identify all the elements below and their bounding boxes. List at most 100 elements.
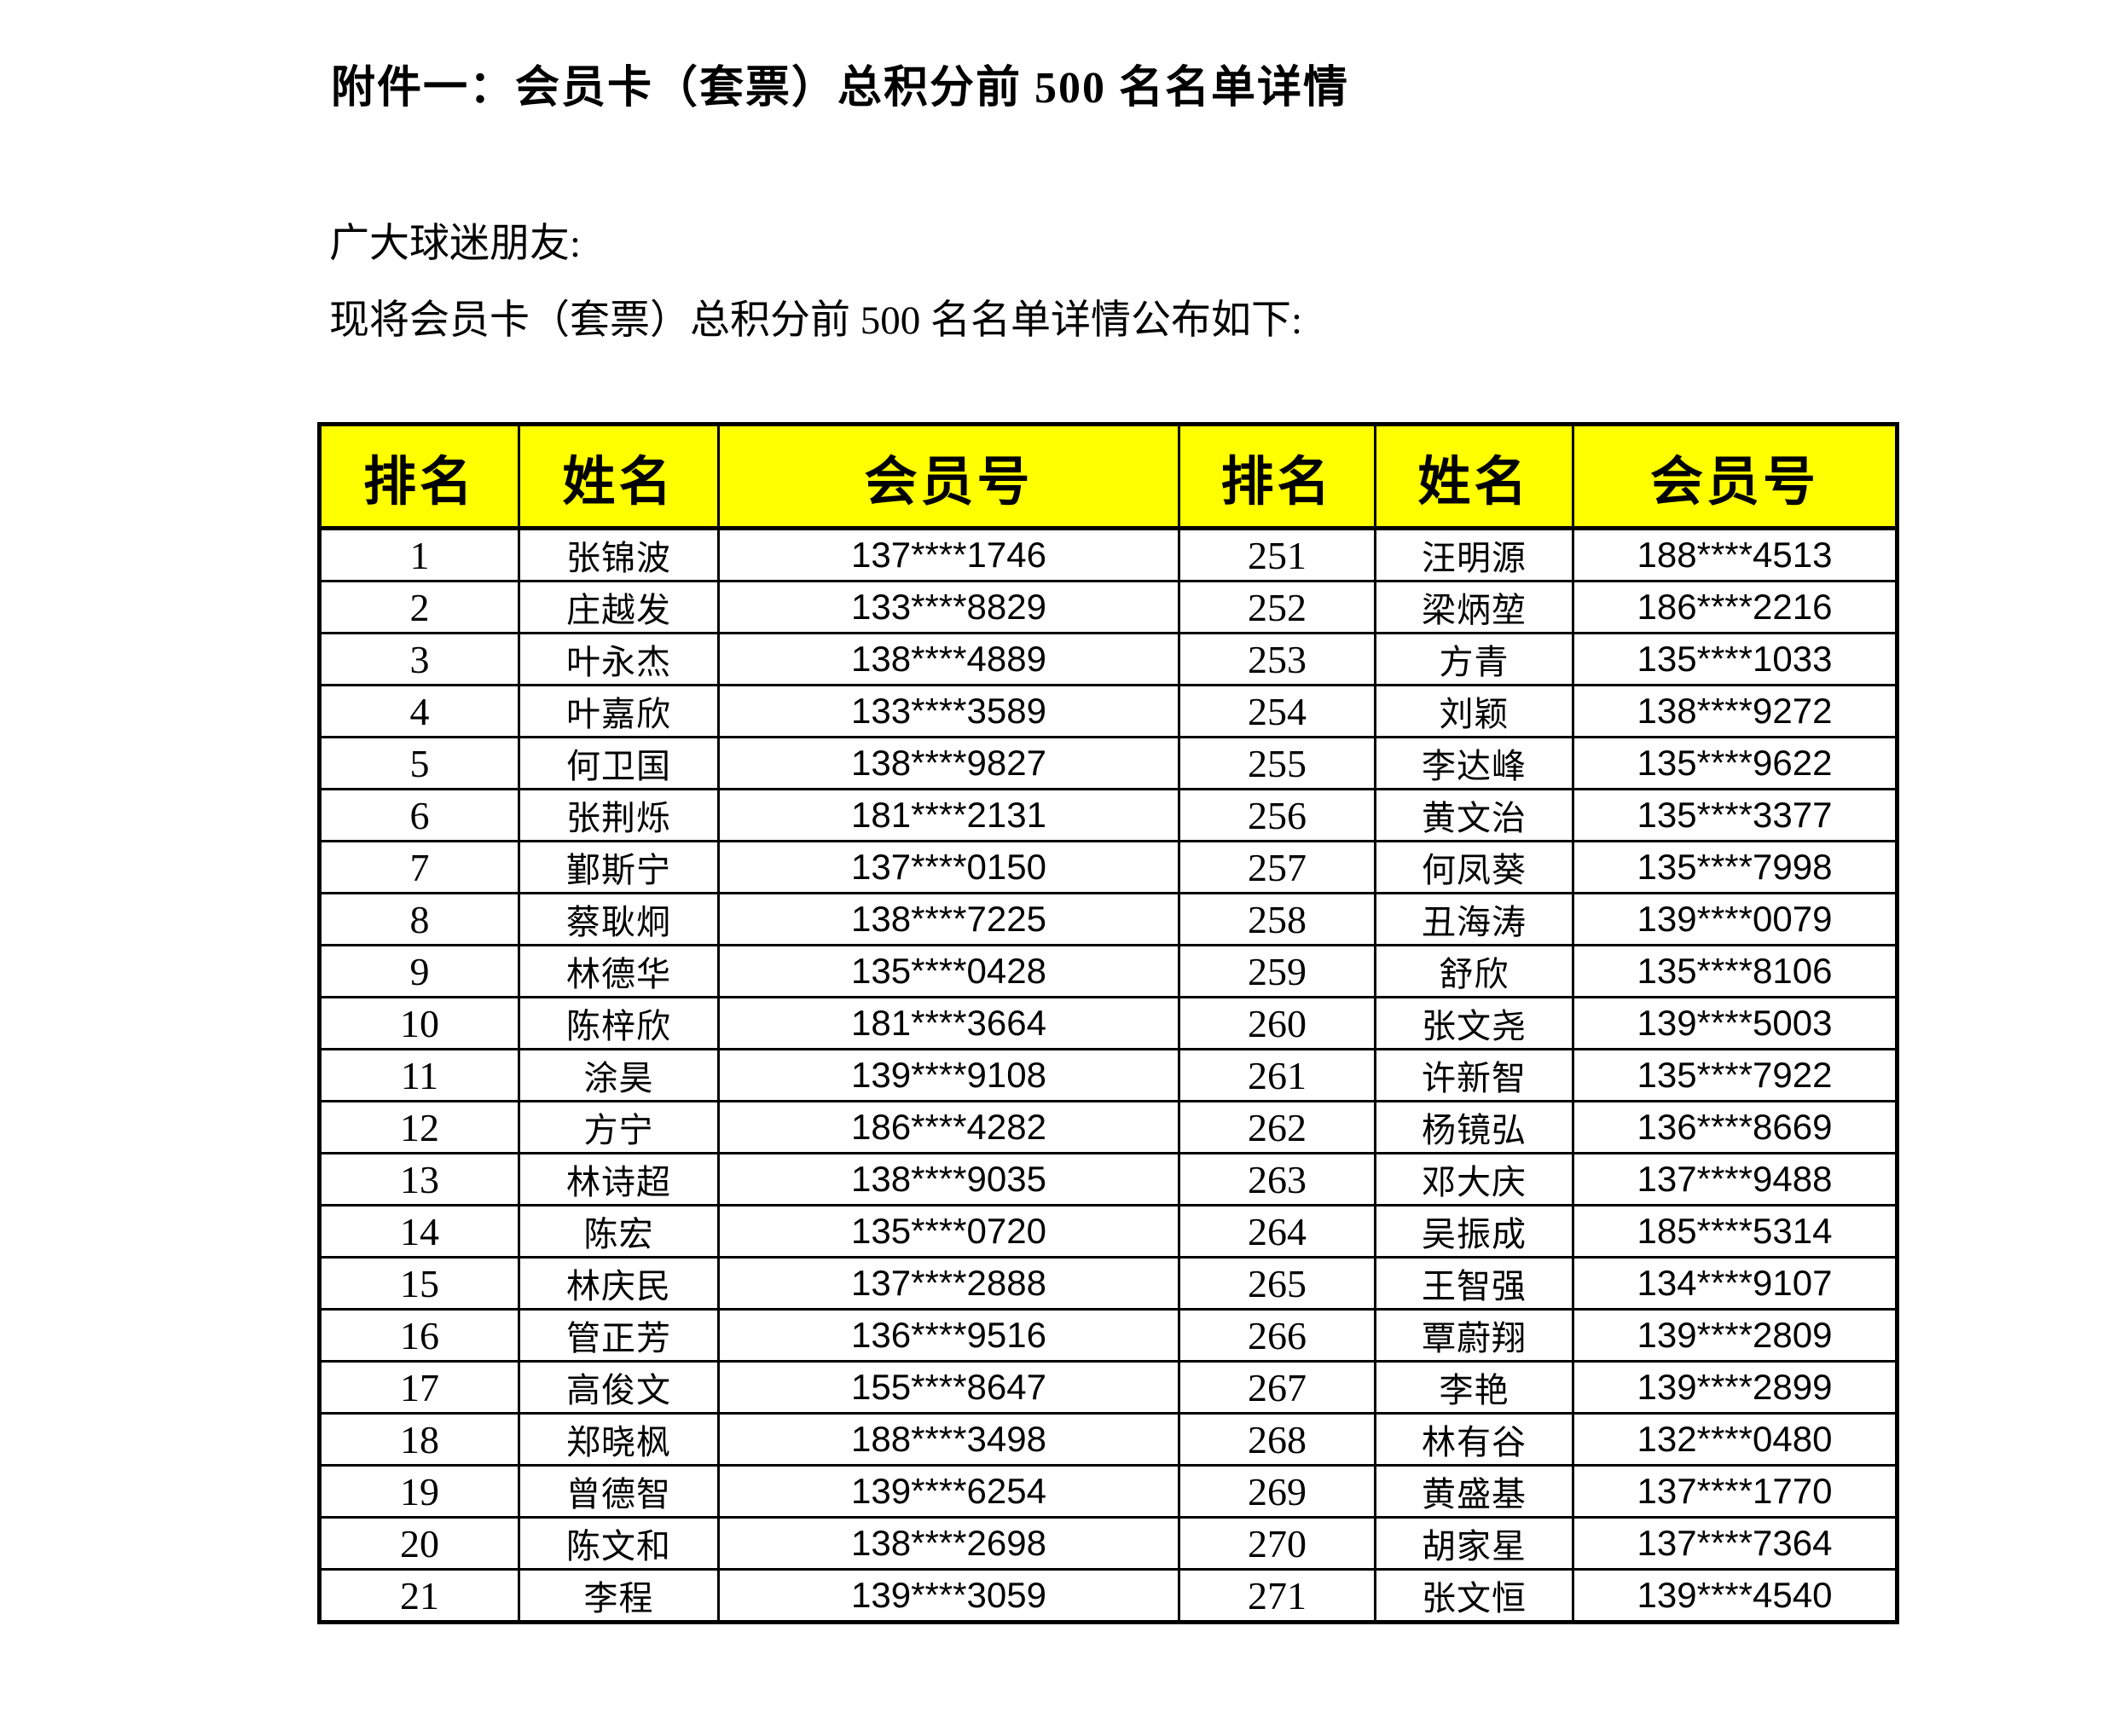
- header-name-left: 姓名: [518, 423, 720, 530]
- header-rank-left: 排名: [318, 423, 520, 530]
- member-no-cell: 139****4540: [1572, 1568, 1898, 1623]
- name-cell: 张文恒: [1374, 1568, 1574, 1623]
- name-cell: 管正芳: [518, 1308, 720, 1363]
- header-member-right: 会员号: [1572, 423, 1898, 530]
- table-row: 11 涂昊 139****9108 261 许新智 135****7922: [318, 1048, 1898, 1102]
- rank-cell: 251: [1178, 527, 1376, 582]
- table-row: 10 陈梓欣 181****3664 260 张文尧 139****5003: [318, 996, 1898, 1050]
- ranking-table: 排名 姓名 会员号 排名 姓名 会员号 1 张锦波 137****1746 251 汪明…: [317, 422, 1899, 1624]
- table-row: 2 庄越发 133****8829 252 梁炳堃 186****2216: [318, 580, 1898, 634]
- table-row: 12 方宁 186****4282 262 杨镜弘 136****8669: [318, 1100, 1898, 1154]
- name-cell: 方青: [1374, 632, 1574, 686]
- name-cell: 舒欣: [1374, 944, 1574, 998]
- member-no-cell: 133****3589: [717, 684, 1180, 738]
- name-cell: 涂昊: [518, 1048, 720, 1102]
- name-cell: 鄞斯宁: [518, 840, 720, 894]
- table-row: 3 叶永杰 138****4889 253 方青 135****1033: [318, 632, 1898, 686]
- rank-cell: 9: [318, 944, 520, 998]
- rank-cell: 8: [318, 892, 520, 946]
- rank-cell: 6: [318, 788, 520, 842]
- name-cell: 杨镜弘: [1374, 1100, 1574, 1154]
- rank-cell: 269: [1178, 1464, 1376, 1519]
- name-cell: 汪明源: [1374, 527, 1574, 582]
- name-cell: 林德华: [518, 944, 720, 998]
- rank-cell: 17: [318, 1360, 520, 1415]
- member-no-cell: 137****0150: [717, 840, 1180, 894]
- member-no-cell: 135****7998: [1572, 840, 1898, 894]
- member-no-cell: 135****7922: [1572, 1048, 1898, 1102]
- name-cell: 叶永杰: [518, 632, 720, 686]
- name-cell: 张锦波: [518, 527, 720, 582]
- rank-cell: 270: [1178, 1516, 1376, 1571]
- name-cell: 郑晓枫: [518, 1412, 720, 1467]
- table-header-row: 排名 姓名 会员号 排名 姓名 会员号: [318, 423, 1898, 530]
- rank-cell: 266: [1178, 1308, 1376, 1363]
- name-cell: 王智强: [1374, 1256, 1574, 1311]
- table-row: 21 李程 139****3059 271 张文恒 139****4540: [318, 1568, 1898, 1623]
- rank-cell: 7: [318, 840, 520, 894]
- name-cell: 何卫国: [518, 736, 720, 790]
- name-cell: 陈文和: [518, 1516, 720, 1571]
- rank-cell: 267: [1178, 1360, 1376, 1415]
- rank-cell: 2: [318, 580, 520, 634]
- table-row: 1 张锦波 137****1746 251 汪明源 188****4513: [318, 527, 1898, 582]
- member-no-cell: 137****7364: [1572, 1516, 1898, 1571]
- rank-cell: 257: [1178, 840, 1376, 894]
- rank-cell: 264: [1178, 1204, 1376, 1259]
- table-row: 18 郑晓枫 188****3498 268 林有谷 132****0480: [318, 1412, 1898, 1467]
- name-cell: 许新智: [1374, 1048, 1574, 1102]
- name-cell: 林庆民: [518, 1256, 720, 1311]
- rank-cell: 21: [318, 1568, 520, 1623]
- member-no-cell: 134****9107: [1572, 1256, 1898, 1311]
- rank-cell: 262: [1178, 1100, 1376, 1154]
- name-cell: 曾德智: [518, 1464, 720, 1519]
- member-no-cell: 139****2809: [1572, 1308, 1898, 1363]
- member-no-cell: 136****8669: [1572, 1100, 1898, 1154]
- name-cell: 张荆烁: [518, 788, 720, 842]
- name-cell: 方宁: [518, 1100, 720, 1154]
- member-no-cell: 138****9272: [1572, 684, 1898, 738]
- member-no-cell: 188****3498: [717, 1412, 1180, 1467]
- name-cell: 黄文治: [1374, 788, 1574, 842]
- member-no-cell: 137****1746: [717, 527, 1180, 582]
- header-rank-right: 排名: [1178, 423, 1376, 530]
- member-no-cell: 188****4513: [1572, 527, 1898, 582]
- table-row: 15 林庆民 137****2888 265 王智强 134****9107: [318, 1256, 1898, 1311]
- rank-cell: 12: [318, 1100, 520, 1154]
- name-cell: 叶嘉欣: [518, 684, 720, 738]
- member-no-cell: 135****3377: [1572, 788, 1898, 842]
- table-row: 20 陈文和 138****2698 270 胡家星 137****7364: [318, 1516, 1898, 1571]
- rank-cell: 3: [318, 632, 520, 686]
- member-no-cell: 137****9488: [1572, 1152, 1898, 1207]
- member-no-cell: 186****4282: [717, 1100, 1180, 1154]
- name-cell: 李艳: [1374, 1360, 1574, 1415]
- member-no-cell: 139****2899: [1572, 1360, 1898, 1415]
- name-cell: 陈梓欣: [518, 996, 720, 1050]
- table-row: 19 曾德智 139****6254 269 黄盛基 137****1770: [318, 1464, 1898, 1519]
- table-row: 6 张荆烁 181****2131 256 黄文治 135****3377: [318, 788, 1898, 842]
- member-no-cell: 135****0720: [717, 1204, 1180, 1259]
- member-no-cell: 132****0480: [1572, 1412, 1898, 1467]
- member-no-cell: 135****1033: [1572, 632, 1898, 686]
- name-cell: 邓大庆: [1374, 1152, 1574, 1207]
- rank-cell: 260: [1178, 996, 1376, 1050]
- rank-cell: 252: [1178, 580, 1376, 634]
- table-row: 16 管正芳 136****9516 266 覃蔚翔 139****2809: [318, 1308, 1898, 1363]
- greeting-text: 广大球迷朋友:: [329, 222, 582, 266]
- member-no-cell: 186****2216: [1572, 580, 1898, 634]
- table-row: 14 陈宏 135****0720 264 吴振成 185****5314: [318, 1204, 1898, 1259]
- name-cell: 梁炳堃: [1374, 580, 1574, 634]
- page-title: 附件一：会员卡（套票）总积分前 500 名名单详情: [331, 64, 1350, 113]
- name-cell: 陈宏: [518, 1204, 720, 1259]
- rank-cell: 263: [1178, 1152, 1376, 1207]
- member-no-cell: 181****3664: [717, 996, 1180, 1050]
- rank-cell: 256: [1178, 788, 1376, 842]
- name-cell: 吴振成: [1374, 1204, 1574, 1259]
- member-no-cell: 135****0428: [717, 944, 1180, 998]
- member-no-cell: 139****3059: [717, 1568, 1180, 1623]
- name-cell: 刘颖: [1374, 684, 1574, 738]
- table-body: 1 张锦波 137****1746 251 汪明源 188****4513 2 庄越发 133*…: [318, 527, 1898, 1623]
- rank-cell: 11: [318, 1048, 520, 1102]
- member-no-cell: 155****8647: [717, 1360, 1180, 1415]
- name-cell: 蔡耿炯: [518, 892, 720, 946]
